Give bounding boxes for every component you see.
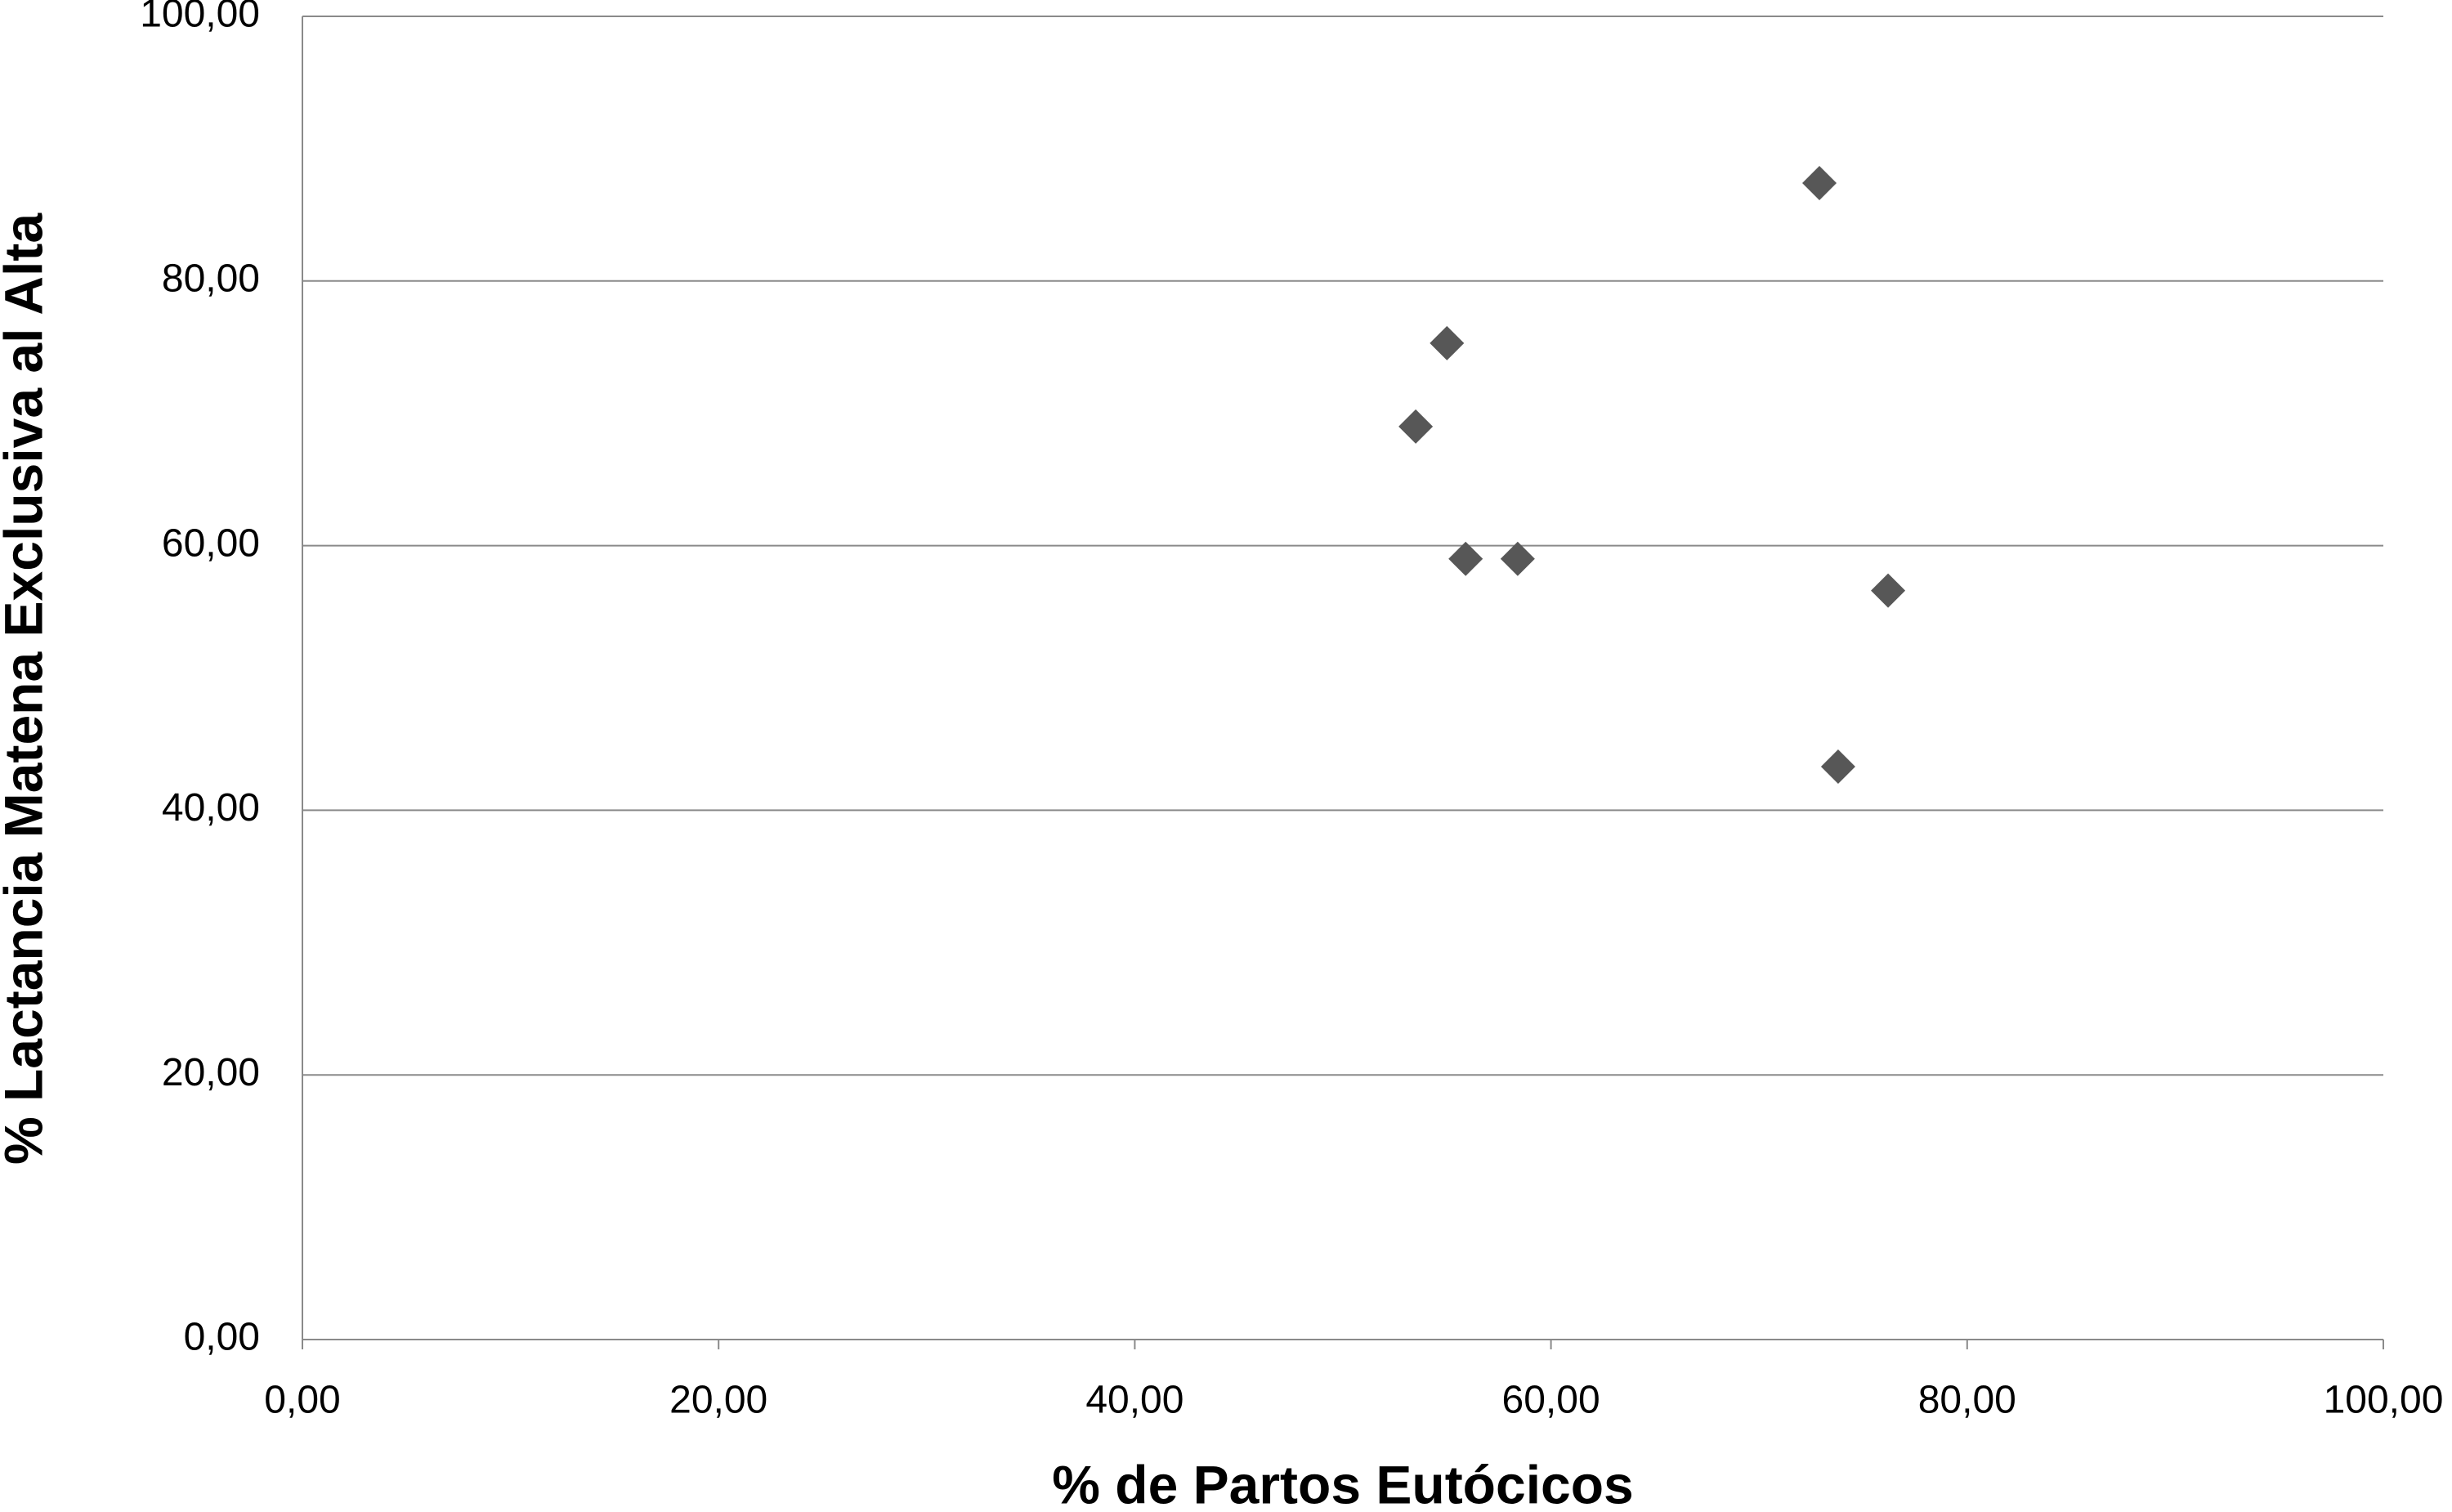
y-tick-label: 80,00 [162,257,260,300]
y-tick-label: 20,00 [162,1051,260,1094]
x-axis-title: % de Partos Eutócicos [1052,1454,1634,1512]
scatter-point [1448,541,1483,576]
scatter-point [1500,541,1535,576]
y-axis-title: % Lactancia Matena Exclusiva al Alta [0,212,53,1165]
x-tick-label: 60,00 [1502,1379,1600,1422]
x-tick-label: 100,00 [2324,1379,2444,1422]
x-tick-label: 20,00 [669,1379,767,1422]
scatter-point [1871,573,1906,608]
x-tick-label: 0,00 [264,1379,340,1422]
x-tick-label: 40,00 [1085,1379,1183,1422]
y-tick-label: 100,00 [140,0,260,36]
x-tick-label: 80,00 [1918,1379,2016,1422]
scatter-point [1430,325,1465,360]
scatter-point [1398,409,1434,444]
y-tick-label: 60,00 [162,521,260,565]
y-tick-label: 0,00 [184,1316,260,1359]
y-tick-label: 40,00 [162,786,260,830]
scatter-point [1820,749,1855,784]
scatter-point [1802,165,1837,200]
